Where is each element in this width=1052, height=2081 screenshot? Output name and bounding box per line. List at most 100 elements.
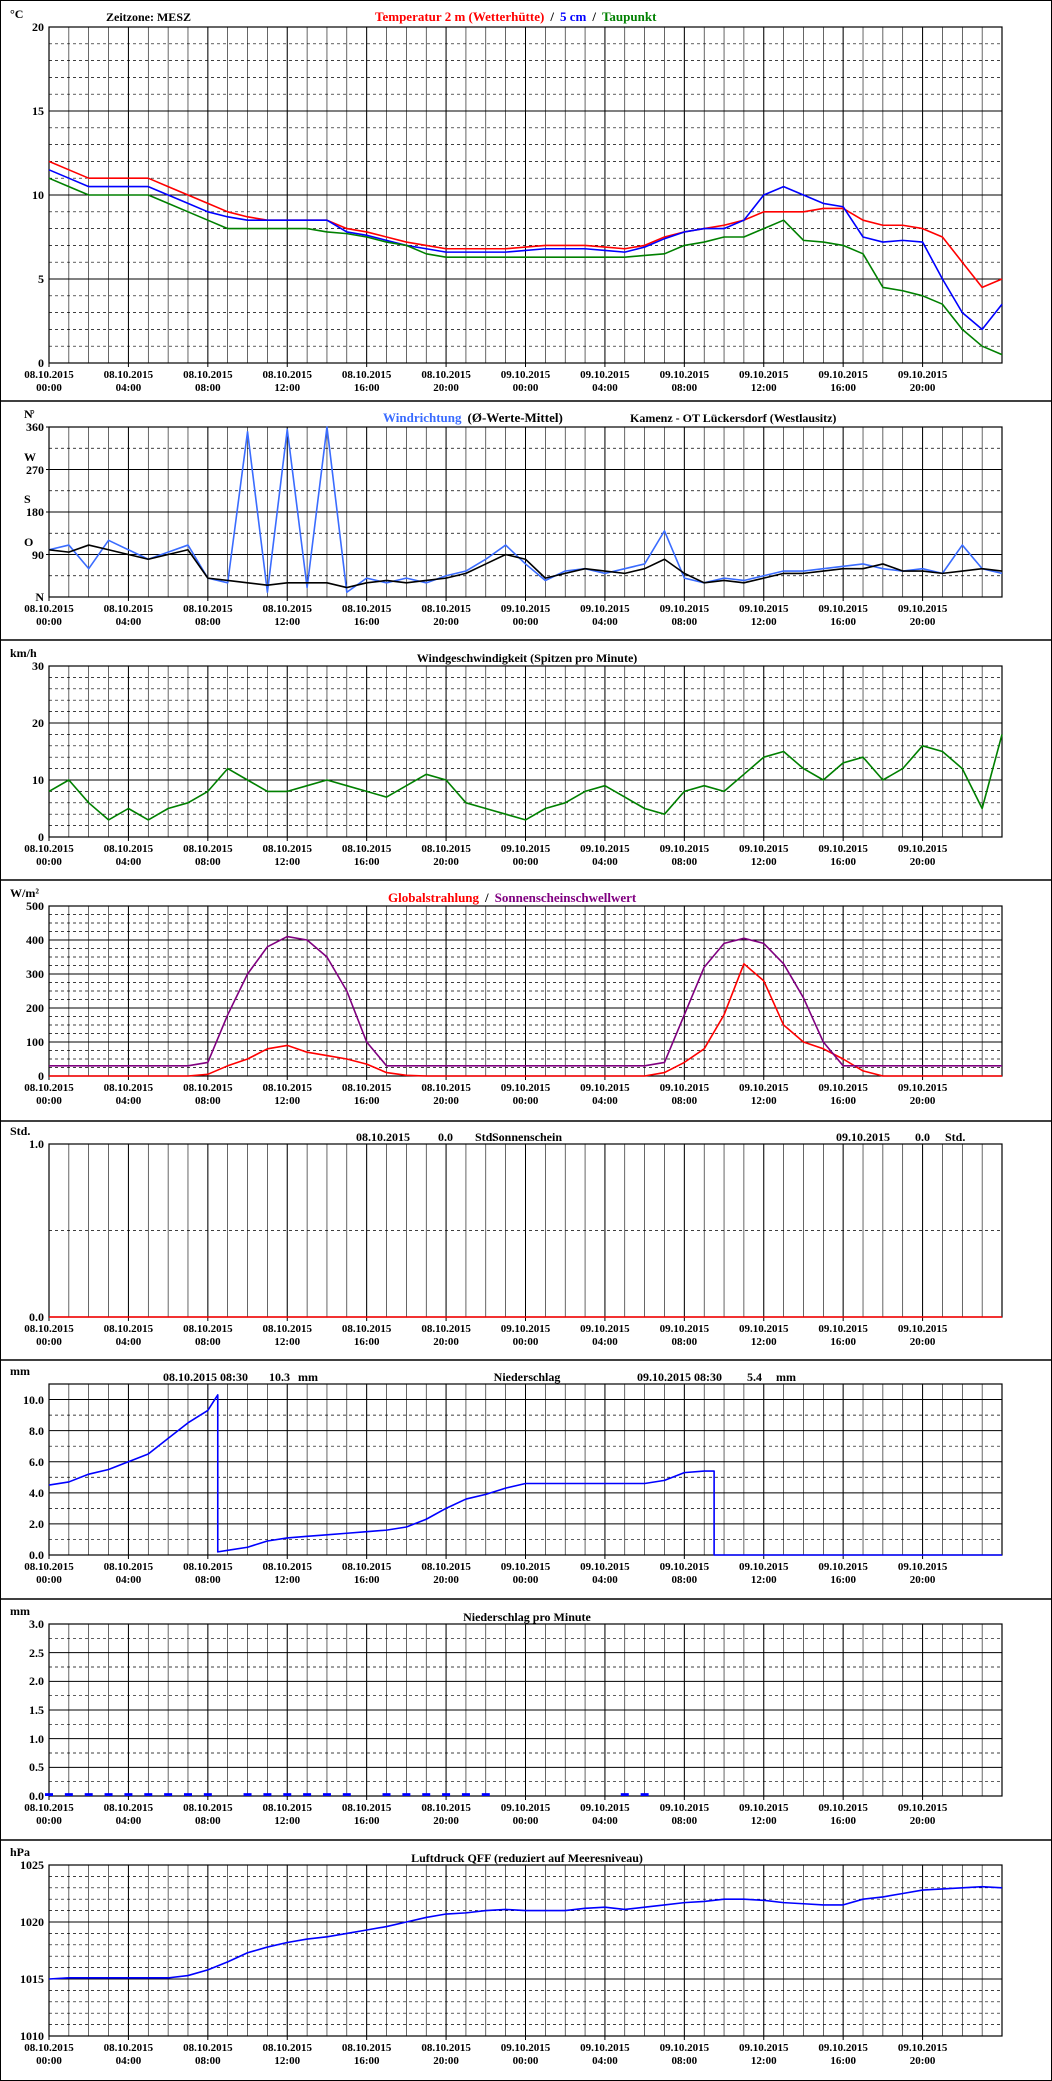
x-tick-label: 09.10.2015 12:00 <box>739 1323 789 1348</box>
x-tick-label: 08.10.2015 20:00 <box>421 603 471 628</box>
bar <box>203 1793 212 1796</box>
bar <box>104 1793 113 1796</box>
subtitle: Kamenz - OT Lückersdorf (Westlausitz) <box>630 411 837 425</box>
y-tick-label: 0 <box>38 356 44 370</box>
y-tick-label: 270 <box>26 462 44 477</box>
x-tick-label: 08.10.2015 12:00 <box>262 843 313 868</box>
x-tick-label: 08.10.2015 04:00 <box>103 1802 154 1827</box>
legend: Temperatur 2 m (Wetterhütte) / 5 cm / Taupun… <box>375 10 656 24</box>
annotation-date: 08.10.2015 <box>356 1130 410 1144</box>
x-tick-label: 08.10.2015 16:00 <box>341 1561 392 1586</box>
data-line <box>48 1885 1003 1980</box>
y-tick-label: 1015 <box>20 1972 44 1986</box>
unit-label: mm <box>10 1364 30 1378</box>
y-tick-label: 400 <box>26 933 44 947</box>
x-tick-label: 08.10.2015 04:00 <box>103 603 154 628</box>
annotation-date: 09.10.2015 08:30 <box>637 1370 722 1384</box>
x-tick-label: 08.10.2015 04:00 <box>103 843 154 868</box>
chart-title: Niederschlag pro Minute <box>463 1610 591 1624</box>
x-tick-label: 09.10.2015 00:00 <box>500 843 551 868</box>
x-tick-label: 09.10.2015 04:00 <box>580 1082 630 1107</box>
x-tick-label: 09.10.2015 00:00 <box>500 1802 551 1827</box>
x-tick-label: 08.10.2015 08:00 <box>183 603 233 628</box>
x-tick-label: 08.10.2015 00:00 <box>24 843 74 868</box>
legend-entry: (Ø-Werte-Mittel) <box>467 410 563 425</box>
plot-border <box>48 1864 1003 2037</box>
legend-entry: Globalstrahlung <box>388 890 480 905</box>
x-tick-label: 08.10.2015 12:00 <box>262 1561 313 1586</box>
data-line <box>48 160 1003 289</box>
y-tick-label: 500 <box>26 899 44 913</box>
x-tick-label: 09.10.2015 20:00 <box>897 843 948 868</box>
x-tick-label: 08.10.2015 00:00 <box>24 1082 74 1107</box>
bar <box>402 1793 411 1796</box>
x-tick-label: 08.10.2015 12:00 <box>262 369 313 394</box>
x-tick-label: 09.10.2015 12:00 <box>739 603 789 628</box>
x-tick-label: 09.10.2015 00:00 <box>500 603 551 628</box>
legend-separator: / <box>485 890 489 905</box>
y-tick-label: 10 <box>32 773 44 787</box>
x-tick-label: 09.10.2015 16:00 <box>818 1802 868 1827</box>
legend: Globalstrahlung / Sonnenscheinschwellwert <box>388 891 636 905</box>
data-line <box>48 734 1003 821</box>
x-tick-label: 08.10.2015 08:00 <box>183 2042 233 2067</box>
y-tick-label: 5 <box>38 272 44 286</box>
y-tick-label: 1010 <box>20 2029 44 2043</box>
x-tick-label: 09.10.2015 00:00 <box>500 1561 551 1586</box>
x-tick-label: 08.10.2015 20:00 <box>421 2042 471 2067</box>
data-line <box>49 963 1002 1077</box>
y-tick-label: N <box>35 590 44 604</box>
x-tick-label: 09.10.2015 08:00 <box>659 1323 710 1348</box>
x-tick-label: 09.10.2015 08:00 <box>659 603 710 628</box>
annotation-unit: Std. <box>945 1130 966 1144</box>
compass-label: S <box>24 492 31 506</box>
y-tick-label: 90 <box>32 547 44 562</box>
x-tick-label: 08.10.2015 20:00 <box>421 1561 471 1586</box>
bar <box>422 1793 431 1796</box>
y-tick-label: 2.0 <box>29 1674 44 1689</box>
x-tick-label: 09.10.2015 08:00 <box>659 843 710 868</box>
x-tick-label: 09.10.2015 08:00 <box>659 1082 710 1107</box>
x-tick-label: 08.10.2015 16:00 <box>341 2042 392 2067</box>
bar <box>640 1793 649 1796</box>
data-line <box>48 169 1003 331</box>
y-tick-label: 2.5 <box>29 1645 44 1660</box>
bar <box>144 1793 153 1796</box>
x-tick-label: 08.10.2015 20:00 <box>421 1082 471 1107</box>
x-tick-label: 09.10.2015 04:00 <box>580 369 630 394</box>
x-tick-label: 08.10.2015 00:00 <box>24 2042 74 2067</box>
chart-title: Luftdruck QFF (reduziert auf Meeresnivea… <box>411 1851 643 1865</box>
x-tick-label: 09.10.2015 04:00 <box>580 1561 630 1586</box>
annotation-value: 10.3 <box>269 1370 290 1384</box>
y-tick-label: 10.0 <box>23 1392 44 1407</box>
x-tick-label: 08.10.2015 16:00 <box>341 1082 392 1107</box>
bar <box>303 1793 312 1796</box>
x-tick-label: 09.10.2015 08:00 <box>659 369 710 394</box>
bar <box>382 1793 391 1796</box>
x-tick-label: 08.10.2015 00:00 <box>24 369 74 394</box>
y-tick-label: 2.0 <box>29 1516 44 1531</box>
x-tick-label: 08.10.2015 04:00 <box>103 2042 154 2067</box>
y-tick-label: 1.0 <box>29 1137 44 1151</box>
annotation-unit: mm <box>298 1370 318 1384</box>
y-tick-label: 0 <box>38 830 44 844</box>
bar <box>322 1793 331 1796</box>
x-tick-label: 09.10.2015 16:00 <box>818 1082 868 1107</box>
x-tick-label: 08.10.2015 08:00 <box>183 843 233 868</box>
bar <box>84 1793 93 1796</box>
x-tick-label: 09.10.2015 04:00 <box>580 1802 630 1827</box>
x-tick-label: 08.10.2015 12:00 <box>262 1323 313 1348</box>
legend-separator: / <box>592 9 596 24</box>
x-tick-label: 09.10.2015 12:00 <box>739 1082 789 1107</box>
x-tick-label: 09.10.2015 16:00 <box>818 2042 868 2067</box>
y-tick-label: 1.0 <box>29 1731 44 1746</box>
y-tick-label: 6.0 <box>29 1454 44 1469</box>
chart-title: Sonnenschein <box>491 1130 563 1144</box>
bar <box>342 1793 351 1796</box>
x-tick-label: 09.10.2015 12:00 <box>739 1561 789 1586</box>
x-tick-label: 09.10.2015 20:00 <box>897 1561 948 1586</box>
data-line <box>48 544 1003 589</box>
y-tick-label: 180 <box>26 505 44 519</box>
x-tick-label: 09.10.2015 20:00 <box>897 369 948 394</box>
